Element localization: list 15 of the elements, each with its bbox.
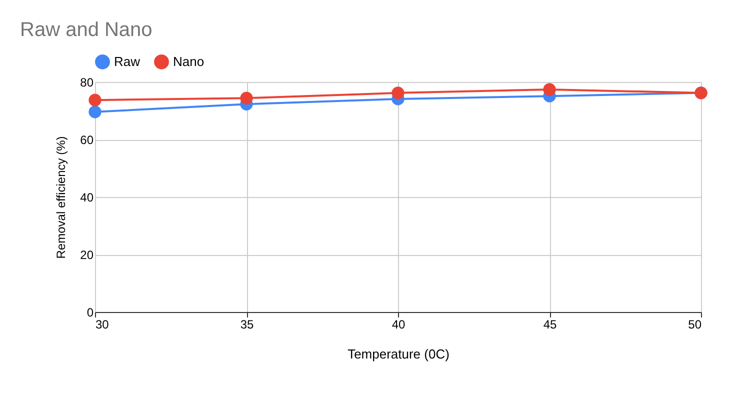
y-tick-label: 60 <box>80 133 94 147</box>
y-tick-label: 20 <box>80 248 94 262</box>
legend-label: Raw <box>114 54 141 69</box>
y-tick-label: 0 <box>86 306 94 320</box>
x-tick-label: 30 <box>96 318 110 332</box>
x-tick-label: 35 <box>240 318 254 332</box>
chart-title: Raw and Nano <box>20 19 152 41</box>
x-axis-title: Temperature (0C) <box>348 346 450 362</box>
y-tick-label: 80 <box>80 76 94 90</box>
x-tick-label: 50 <box>688 318 702 332</box>
y-axis-title: Removal efficiency (%) <box>54 136 68 259</box>
y-tick-label: 40 <box>80 190 94 204</box>
legend-label: Nano <box>173 54 204 69</box>
x-tick-label: 45 <box>543 318 557 332</box>
x-tick-label: 40 <box>392 318 406 332</box>
